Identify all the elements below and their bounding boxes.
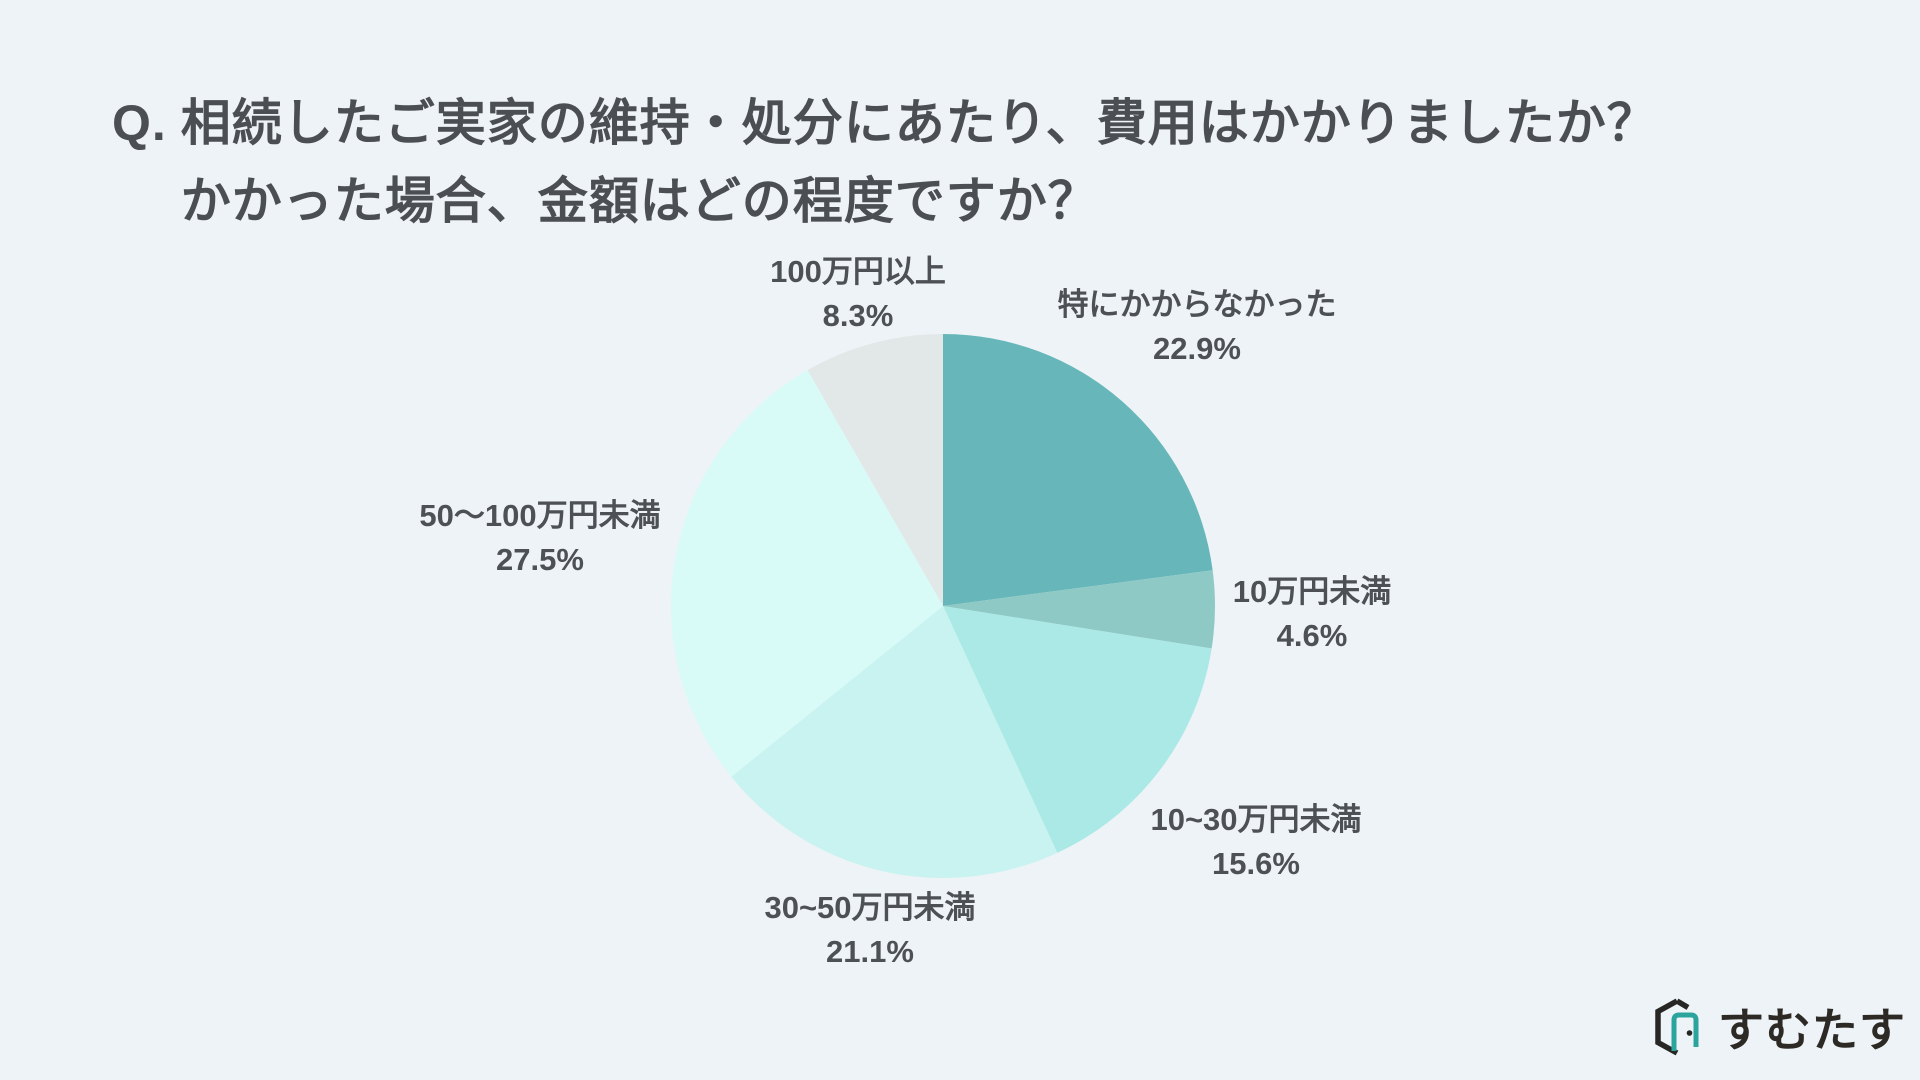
- pie-label-percent: 15.6%: [1212, 846, 1300, 882]
- pie-slice-1: [943, 570, 1215, 649]
- question-text: 相続したご実家の維持・処分にあたり、費用はかかりましたか？ かかった場合、金額は…: [181, 84, 1658, 240]
- pie-slice-3: [731, 606, 1058, 878]
- pie-label-text: 10~30万円未満: [1150, 802, 1362, 837]
- pie-slice-2: [943, 606, 1212, 853]
- pie-label-50-100: 50〜100万円未満 27.5%: [419, 494, 660, 582]
- pie-label-text: 100万円以上: [770, 254, 946, 289]
- pie-chart: [668, 331, 1218, 881]
- sumutasu-logo: すむたす: [1650, 994, 1906, 1060]
- sumutasu-door-icon: [1655, 998, 1699, 1056]
- pie-label-text: 50〜100万円未満: [419, 498, 661, 533]
- doorknob-dot: [1686, 1030, 1693, 1036]
- question-title: Q. 相続したご実家の維持・処分にあたり、費用はかかりましたか？ かかった場合、…: [112, 84, 1658, 240]
- question-prefix: Q.: [112, 95, 167, 151]
- pie-chart-svg: [671, 334, 1215, 878]
- pie-label-percent: 21.1%: [826, 934, 914, 970]
- question-line-1: 相続したご実家の維持・処分にあたり、費用はかかりましたか？: [180, 95, 1658, 151]
- pie-label-percent: 27.5%: [496, 542, 584, 578]
- pie-label-10-30: 10~30万円未満 15.6%: [1150, 798, 1361, 886]
- pie-slice-4: [671, 370, 943, 777]
- pie-label-text: 特にかからなかった: [1057, 287, 1337, 322]
- pie-label-under-10: 10万円未満 4.6%: [1233, 570, 1391, 658]
- logo-wordmark: すむたす: [1718, 1004, 1906, 1056]
- pie-slice-5: [807, 334, 943, 606]
- question-line-2: かかった場合、金額はどの程度ですか？: [180, 173, 1099, 229]
- pie-label-percent: 22.9%: [1153, 331, 1241, 367]
- pie-slice-0: [943, 334, 1213, 606]
- pie-label-percent: 8.3%: [822, 298, 894, 334]
- pie-label-percent: 4.6%: [1276, 618, 1348, 654]
- pie-label-not-incurred: 特にかからなかった 22.9%: [1058, 283, 1337, 371]
- pie-label-text: 10万円未満: [1232, 574, 1392, 609]
- pie-label-30-50: 30~50万円未満 21.1%: [764, 886, 975, 974]
- pie-label-text: 30~50万円未満: [764, 890, 976, 925]
- pie-label-over-100: 100万円以上 8.3%: [770, 250, 946, 338]
